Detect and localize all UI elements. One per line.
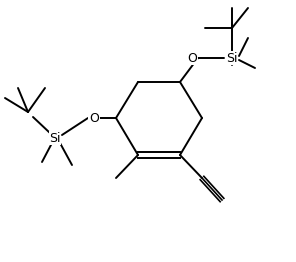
Text: Si: Si <box>226 52 238 64</box>
Text: Si: Si <box>49 132 61 145</box>
Text: O: O <box>187 52 197 64</box>
Text: O: O <box>89 112 99 124</box>
